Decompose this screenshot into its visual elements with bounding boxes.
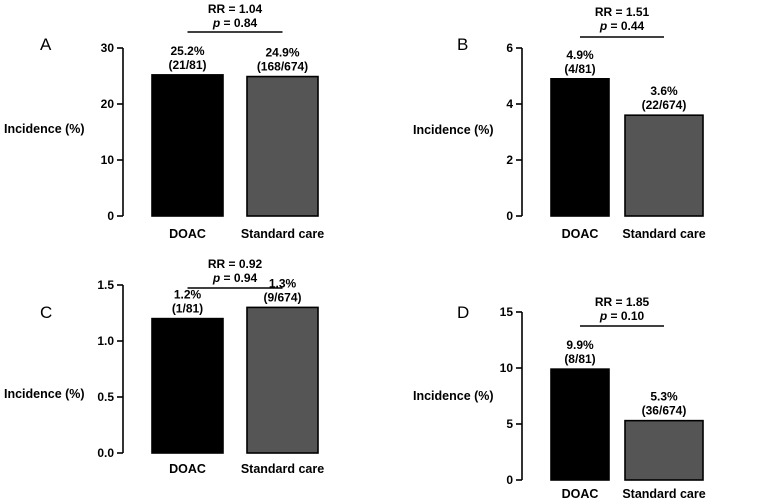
panel-c: C Incidence (%) 0.0 0.5 1.0 1.5 1.2%(1/81) DOAC… bbox=[4, 257, 324, 476]
p-symbol-b: p bbox=[599, 19, 607, 33]
panel-b: B Incidence (%) 0 2 4 6 4.9%(4/81) DOAC 3.6%(22/… bbox=[413, 5, 706, 241]
rr-label-d: RR = 1.85 bbox=[595, 295, 650, 309]
p-symbol-a: p bbox=[212, 16, 220, 30]
category-label-d: Standard care bbox=[622, 487, 705, 501]
data-label-count-d: (36/674) bbox=[642, 404, 687, 418]
y-tick-label-c: 1.5 bbox=[97, 278, 114, 292]
data-label-percent-d: 9.9% bbox=[566, 338, 594, 352]
category-label-c: Standard care bbox=[241, 462, 324, 476]
y-tick-label-c: 0.0 bbox=[97, 446, 114, 460]
data-label-count-b: (4/81) bbox=[564, 62, 595, 76]
data-label-count-d: (8/81) bbox=[564, 352, 595, 366]
panel-d: D Incidence (%) 0 5 10 15 9.9%(8/81) DOAC 5.3%(3… bbox=[413, 295, 706, 501]
bar-standard-care-b bbox=[624, 114, 704, 217]
y-axis-label-d: Incidence (%) bbox=[413, 389, 494, 403]
panel-letter-d: D bbox=[457, 303, 469, 322]
data-label-percent-b: 4.9% bbox=[566, 48, 594, 62]
data-label-percent-b: 3.6% bbox=[650, 84, 678, 98]
data-label-percent-a: 24.9% bbox=[265, 46, 299, 60]
data-label-count-c: (9/674) bbox=[263, 290, 301, 304]
category-label-c: DOAC bbox=[169, 462, 206, 476]
p-value-c: = 0.94 bbox=[220, 271, 257, 285]
y-axis-label-a: Incidence (%) bbox=[4, 122, 85, 136]
y-tick-label-a: 30 bbox=[101, 41, 115, 55]
panel-letter-b: B bbox=[457, 35, 468, 54]
y-tick-label-d: 0 bbox=[506, 473, 513, 487]
y-axis-label-b: Incidence (%) bbox=[413, 123, 494, 137]
p-symbol-c: p bbox=[212, 271, 220, 285]
p-value-label-d: p = 0.10 bbox=[599, 309, 645, 323]
y-tick-label-a: 10 bbox=[101, 153, 115, 167]
y-tick-label-a: 20 bbox=[101, 97, 115, 111]
data-label-percent-c: 1.2% bbox=[174, 288, 202, 302]
bar-standard-care-d bbox=[624, 419, 704, 481]
y-tick-label-c: 1.0 bbox=[97, 334, 114, 348]
panel-letter-c: C bbox=[40, 303, 52, 322]
p-value-d: = 0.10 bbox=[607, 309, 644, 323]
y-tick-label-b: 6 bbox=[506, 41, 513, 55]
panel-letter-a: A bbox=[40, 35, 52, 54]
data-label-count-c: (1/81) bbox=[172, 302, 203, 316]
y-tick-label-d: 15 bbox=[500, 305, 514, 319]
bar-doac-d bbox=[550, 368, 610, 481]
y-axis-label-c: Incidence (%) bbox=[4, 387, 85, 401]
data-label-percent-c: 1.3% bbox=[269, 276, 297, 290]
panel-a: A Incidence (%) 0 10 20 30 25.2%(21/81) DOAC 24.… bbox=[4, 2, 324, 241]
bar-doac-c bbox=[151, 317, 224, 454]
p-value-a: = 0.84 bbox=[220, 16, 257, 30]
bar-standard-care-a bbox=[246, 75, 319, 217]
bar-doac-b bbox=[550, 78, 610, 217]
data-label-count-a: (21/81) bbox=[168, 58, 206, 72]
bar-standard-care-c bbox=[246, 306, 319, 454]
rr-label-c: RR = 0.92 bbox=[208, 257, 263, 271]
data-label-count-a: (168/674) bbox=[257, 60, 308, 74]
bar-doac-a bbox=[151, 74, 224, 217]
p-symbol-d: p bbox=[599, 309, 607, 323]
category-label-a: Standard care bbox=[241, 227, 324, 241]
category-label-b: Standard care bbox=[622, 227, 705, 241]
p-value-b: = 0.44 bbox=[607, 19, 644, 33]
y-tick-label-b: 2 bbox=[506, 153, 513, 167]
p-value-label-c: p = 0.94 bbox=[212, 271, 258, 285]
data-label-percent-d: 5.3% bbox=[650, 390, 678, 404]
y-tick-label-d: 5 bbox=[506, 417, 513, 431]
rr-label-a: RR = 1.04 bbox=[208, 2, 263, 16]
category-label-b: DOAC bbox=[562, 227, 599, 241]
p-value-label-a: p = 0.84 bbox=[212, 16, 258, 30]
y-tick-label-b: 4 bbox=[506, 97, 513, 111]
data-label-percent-a: 25.2% bbox=[170, 44, 204, 58]
y-tick-label-d: 10 bbox=[500, 361, 514, 375]
category-label-a: DOAC bbox=[169, 227, 206, 241]
rr-label-b: RR = 1.51 bbox=[595, 5, 650, 19]
y-tick-label-c: 0.5 bbox=[97, 390, 114, 404]
p-value-label-b: p = 0.44 bbox=[599, 19, 645, 33]
y-tick-label-a: 0 bbox=[107, 209, 114, 223]
category-label-d: DOAC bbox=[562, 487, 599, 501]
y-tick-label-b: 0 bbox=[506, 209, 513, 223]
data-label-count-b: (22/674) bbox=[642, 98, 687, 112]
